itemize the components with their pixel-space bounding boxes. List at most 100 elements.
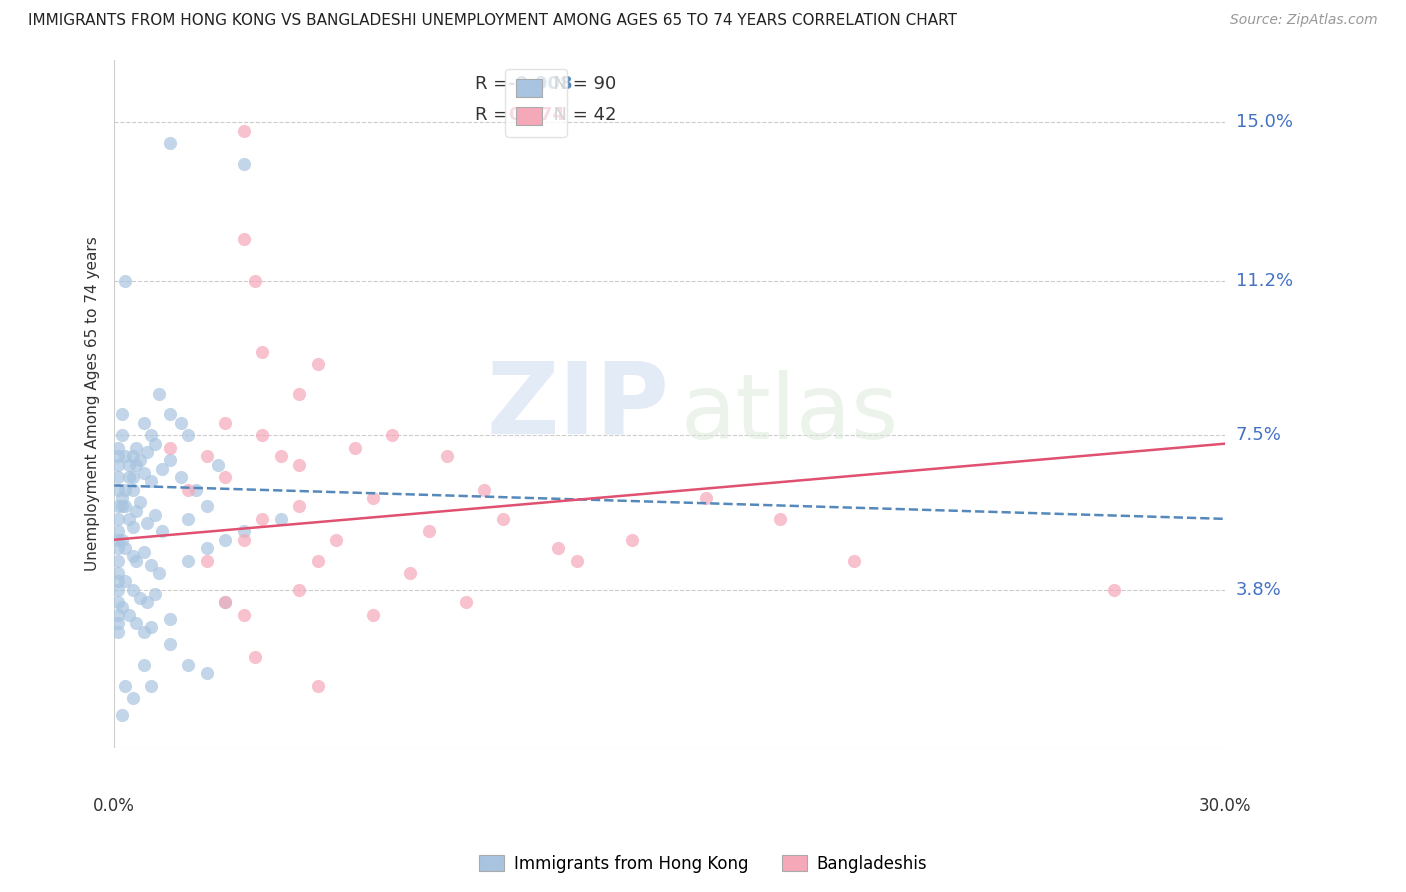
Point <box>121 549 143 564</box>
Point <box>361 607 384 622</box>
Point <box>141 428 163 442</box>
Point <box>159 637 181 651</box>
Text: N = 42: N = 42 <box>541 106 616 124</box>
Point <box>288 582 311 597</box>
Point <box>107 458 129 472</box>
Point <box>114 449 136 463</box>
Point <box>110 708 132 723</box>
Point <box>307 357 329 371</box>
Point <box>325 533 347 547</box>
Point <box>107 483 129 497</box>
Point <box>232 607 254 622</box>
Point <box>148 566 170 581</box>
Point <box>232 533 254 547</box>
Point <box>125 441 148 455</box>
Point <box>107 449 129 463</box>
Point <box>361 491 384 505</box>
Point <box>107 500 129 514</box>
Point <box>195 541 218 555</box>
Point <box>141 620 163 634</box>
Point <box>621 533 644 547</box>
Point <box>143 436 166 450</box>
Point <box>307 553 329 567</box>
Legend: , : , <box>505 69 567 137</box>
Point <box>132 624 155 639</box>
Point <box>107 533 129 547</box>
Point <box>565 553 588 567</box>
Point <box>159 136 181 150</box>
Point <box>110 491 132 505</box>
Text: 3.8%: 3.8% <box>1236 581 1281 599</box>
Point <box>177 428 200 442</box>
Point <box>141 475 163 489</box>
Point <box>110 428 132 442</box>
Point <box>132 657 155 672</box>
Point <box>343 441 366 455</box>
Point <box>243 274 266 288</box>
Point <box>159 408 181 422</box>
Point <box>214 470 236 484</box>
Point <box>107 595 129 609</box>
Point <box>170 416 193 430</box>
Text: 7.5%: 7.5% <box>1236 426 1281 444</box>
Point <box>288 458 311 472</box>
Point <box>454 595 477 609</box>
Text: R =: R = <box>475 75 515 93</box>
Point <box>195 666 218 681</box>
Point <box>177 553 200 567</box>
Point <box>252 344 274 359</box>
Point <box>436 449 458 463</box>
Point <box>150 462 173 476</box>
Point <box>129 591 152 606</box>
Point <box>243 649 266 664</box>
Point <box>252 512 274 526</box>
Point <box>270 449 292 463</box>
Point <box>121 470 143 484</box>
Point <box>118 607 141 622</box>
Point <box>159 453 181 467</box>
Point <box>121 691 143 706</box>
Point <box>125 616 148 631</box>
Point <box>288 500 311 514</box>
Point <box>844 553 866 567</box>
Point <box>107 470 129 484</box>
Point <box>114 500 136 514</box>
Point <box>288 386 311 401</box>
Y-axis label: Unemployment Among Ages 65 to 74 years: Unemployment Among Ages 65 to 74 years <box>86 236 100 572</box>
Point <box>107 616 129 631</box>
Point <box>132 545 155 559</box>
Point <box>232 157 254 171</box>
Point <box>125 458 148 472</box>
Text: ZIP: ZIP <box>486 358 669 455</box>
Point <box>110 599 132 614</box>
Text: 30.0%: 30.0% <box>1198 797 1251 814</box>
Point <box>136 516 159 530</box>
Point <box>114 679 136 693</box>
Point <box>107 512 129 526</box>
Point <box>110 408 132 422</box>
Text: Source: ZipAtlas.com: Source: ZipAtlas.com <box>1230 13 1378 28</box>
Point <box>695 491 717 505</box>
Point <box>141 679 163 693</box>
Point <box>118 470 141 484</box>
Point <box>381 428 404 442</box>
Point <box>214 416 236 430</box>
Point <box>132 466 155 480</box>
Point <box>307 679 329 693</box>
Point <box>114 274 136 288</box>
Point <box>252 428 274 442</box>
Point <box>114 574 136 589</box>
Point <box>141 558 163 572</box>
Point <box>177 657 200 672</box>
Point <box>107 441 129 455</box>
Text: N = 90: N = 90 <box>541 75 616 93</box>
Point <box>492 512 515 526</box>
Point <box>107 624 129 639</box>
Point <box>107 607 129 622</box>
Point <box>121 449 143 463</box>
Text: 0.0%: 0.0% <box>93 797 135 814</box>
Point <box>177 483 200 497</box>
Point <box>214 533 236 547</box>
Point <box>136 595 159 609</box>
Point <box>129 453 152 467</box>
